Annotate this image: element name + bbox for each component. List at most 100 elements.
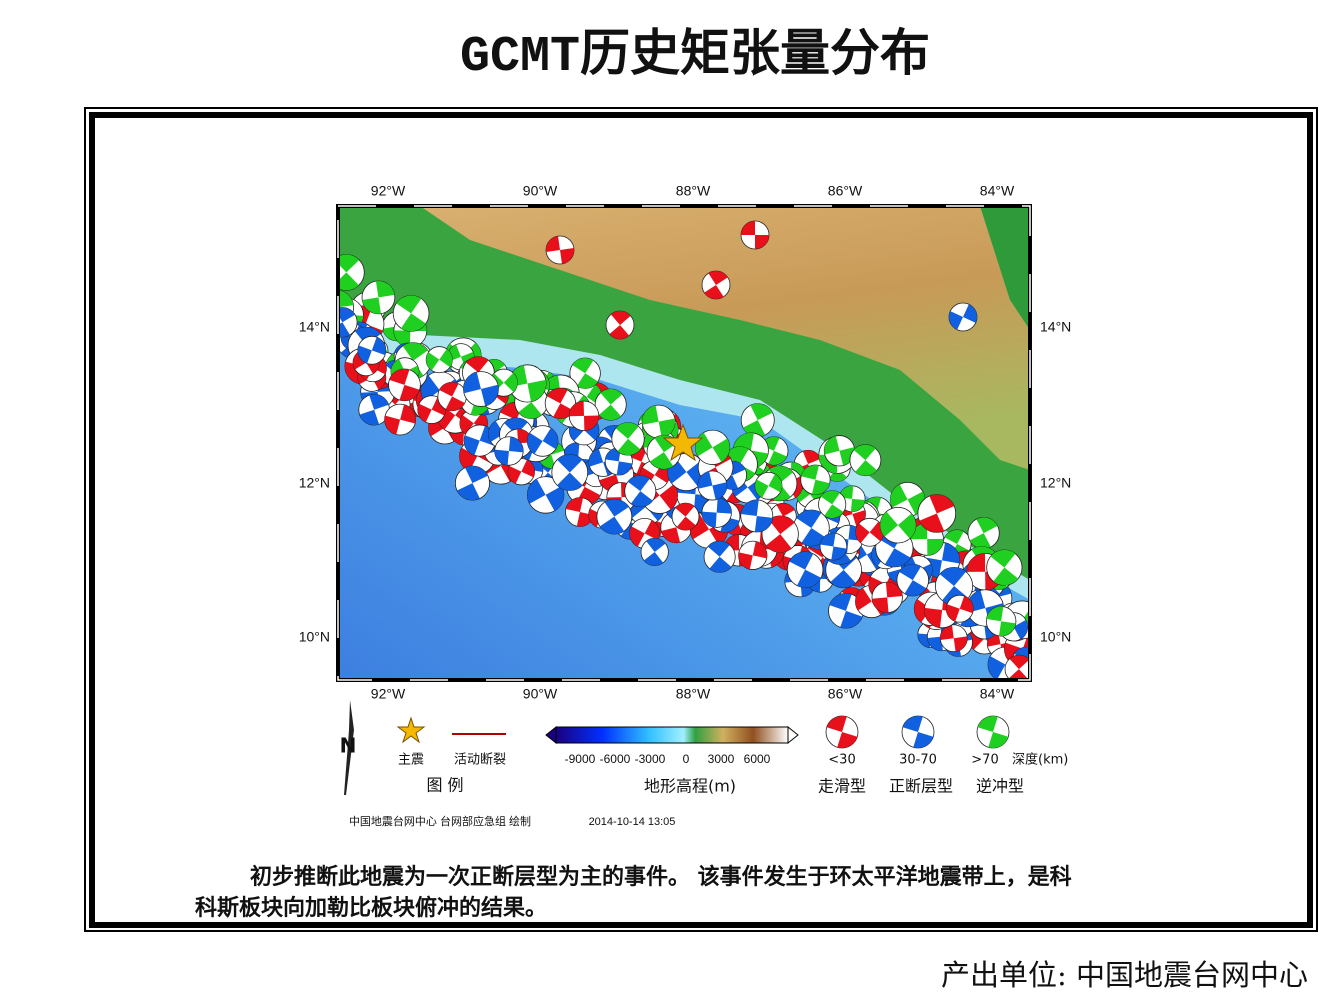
ball-quadrant <box>765 534 792 553</box>
focal-mechanism <box>454 465 490 501</box>
ball-quadrant <box>1008 669 1029 680</box>
ball-quadrant <box>929 494 955 514</box>
ball-quadrant <box>629 526 645 547</box>
ball-quadrant <box>545 486 564 511</box>
ball-quadrant <box>557 472 583 491</box>
ball-quadrant <box>357 345 372 364</box>
ball-quadrant <box>885 582 903 598</box>
ball-quadrant <box>598 404 622 421</box>
focal-mechanism <box>818 490 847 519</box>
ball-quadrant <box>464 435 480 456</box>
ball-quadrant <box>738 552 753 570</box>
ball-quadrant <box>789 551 814 570</box>
ball-quadrant <box>338 254 360 273</box>
colorbar-right <box>787 725 799 745</box>
lon-label: 90°W <box>523 686 558 702</box>
ball-quadrant <box>627 475 650 492</box>
ball-quadrant <box>754 515 773 532</box>
title: GCMT历史矩张量分布 <box>460 26 930 86</box>
ball-quadrant <box>708 271 728 285</box>
ball-quadrant <box>712 438 730 463</box>
ball-quadrant <box>426 352 440 371</box>
lon-label: 92°W <box>371 686 406 702</box>
north-arrow-shape <box>344 700 354 795</box>
ball-quadrant <box>855 523 870 543</box>
ball-quadrant <box>796 510 822 528</box>
colorbar <box>555 726 789 744</box>
ball-quadrant <box>998 621 1016 637</box>
focal-mechanism <box>544 387 577 420</box>
focal-mechanism <box>392 295 430 332</box>
focal-mechanism <box>738 540 768 570</box>
ball-quadrant <box>675 503 695 517</box>
outer-frame <box>84 107 1318 932</box>
depth-unit: 深度(km) <box>1012 752 1068 768</box>
focal-mechanism <box>357 335 387 365</box>
focal-mechanism <box>526 425 559 457</box>
ball-quadrant <box>658 418 676 438</box>
ball-quadrant <box>1009 655 1030 670</box>
lat-label: 10°N <box>299 629 330 645</box>
focal-mechanism <box>624 475 657 508</box>
focal-mechanism <box>849 444 882 477</box>
ball-quadrant <box>450 430 464 445</box>
colorbar-tick-label: 6000 <box>744 752 771 766</box>
focal-mechanism <box>871 581 903 613</box>
focal-mechanism <box>855 517 885 547</box>
ball-quadrant <box>712 482 727 500</box>
ball-bg <box>338 252 341 273</box>
focal-mechanism <box>740 499 774 533</box>
ball-quadrant <box>421 375 440 402</box>
ball-quadrant <box>369 394 389 410</box>
ball-quadrant <box>768 450 787 465</box>
ball-quadrant <box>616 461 633 476</box>
ball-quadrant <box>927 636 943 651</box>
ball-quadrant <box>750 403 773 421</box>
focal-mechanism <box>896 563 930 597</box>
ball-quadrant <box>768 515 795 535</box>
focal-mechanism <box>611 422 645 456</box>
ball-quadrant <box>463 372 481 394</box>
ball-quadrant <box>659 484 678 510</box>
ball-quadrant <box>508 436 524 453</box>
ball-quadrant <box>742 420 766 437</box>
legend-star <box>396 716 426 744</box>
ball-quadrant <box>959 596 974 614</box>
ball-quadrant <box>480 384 499 406</box>
focal-mechanism <box>425 346 453 374</box>
ball-quadrant <box>459 447 478 472</box>
ball-quadrant <box>646 538 666 552</box>
ball-quadrant <box>940 624 954 640</box>
lon-label: 88°W <box>676 686 711 702</box>
highland <box>420 206 1030 470</box>
ball-quadrant <box>465 466 488 484</box>
ball-quadrant <box>401 313 426 332</box>
ball-quadrant <box>375 280 395 298</box>
lat-label: 14°N <box>299 319 330 335</box>
mechanism-label: 逆冲型 <box>976 777 1024 796</box>
ball-quadrant <box>504 417 528 435</box>
ball-quadrant <box>828 468 847 482</box>
ball-quadrant <box>399 384 420 401</box>
legend-heading: 图 例 <box>426 776 463 795</box>
focal-mechanism <box>740 220 770 250</box>
ball-quadrant <box>600 388 623 405</box>
focal-mechanism <box>338 307 358 338</box>
ball-quadrant <box>557 454 583 473</box>
focal-mechanism <box>596 498 633 535</box>
ball-quadrant <box>459 415 474 435</box>
ball-quadrant <box>353 351 367 370</box>
description-line: 科斯板块向加勒比板块俯冲的结果。 <box>195 895 547 921</box>
ball-quadrant <box>642 405 659 425</box>
focal-mechanism <box>508 364 547 403</box>
ball-quadrant <box>872 597 889 613</box>
description-line: 初步推断此地震为一次正断层型为主的事件。 该事件发生于环太平洋地震带上，是科 <box>250 864 1072 890</box>
focal-mechanism <box>569 357 601 389</box>
ball-quadrant <box>1013 619 1028 640</box>
ball-quadrant <box>527 432 543 454</box>
ball-quadrant <box>953 636 968 652</box>
focal-mechanism <box>641 404 676 439</box>
ball-quadrant <box>824 436 840 455</box>
ball-quadrant <box>503 372 518 393</box>
ball-quadrant <box>902 716 923 732</box>
